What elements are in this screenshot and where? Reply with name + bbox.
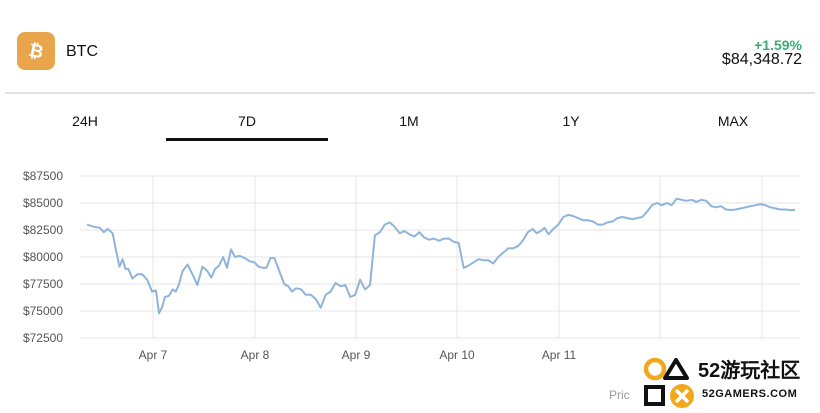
header-divider bbox=[5, 92, 815, 94]
coin-name: BTC bbox=[66, 43, 98, 60]
price-line bbox=[86, 197, 795, 315]
y-axis-ticks: $87500 $85000 $82500 $80000 $77500 $75000 $725… bbox=[23, 169, 63, 345]
price-chart[interactable]: $87500 $85000 $82500 $80000 $77500 $75000 $725… bbox=[0, 150, 820, 365]
watermark-title: 52游玩社区 bbox=[698, 360, 801, 382]
footer-label: Pric bbox=[609, 388, 630, 402]
y-tick-label: $72500 bbox=[23, 331, 63, 345]
svg-text:₿: ₿ bbox=[27, 40, 46, 63]
y-tick-label: $80000 bbox=[23, 250, 63, 264]
bitcoin-icon: ₿ bbox=[17, 32, 55, 70]
x-axis-ticks: Apr 7 Apr 8 Apr 9 Apr 10 Apr 11 bbox=[139, 348, 577, 362]
y-tick-label: $75000 bbox=[23, 304, 63, 318]
chart-grid bbox=[80, 175, 800, 339]
bitcoin-glyph: ₿ bbox=[27, 40, 46, 63]
x-tick-label: Apr 11 bbox=[542, 348, 577, 362]
watermark-subtitle: 52GAMERS.COM bbox=[702, 388, 798, 400]
x-tick-label: Apr 8 bbox=[241, 348, 270, 362]
tab-1y[interactable]: 1Y bbox=[562, 113, 580, 129]
watermark-logo: 52游玩社区 52GAMERS.COM bbox=[640, 350, 820, 413]
tab-1m[interactable]: 1M bbox=[399, 113, 419, 129]
tab-24h[interactable]: 24H bbox=[72, 113, 98, 129]
y-tick-label: $82500 bbox=[23, 223, 63, 237]
price-change-percent: +1.59% bbox=[754, 37, 802, 53]
timeframe-tabs: 24H 7D 1M 1Y MAX bbox=[4, 104, 814, 144]
x-tick-label: Apr 9 bbox=[342, 348, 371, 362]
coin-header: ₿ BTC +1.59% $84,348.72 bbox=[0, 0, 820, 92]
x-tick-label: Apr 10 bbox=[439, 348, 475, 362]
y-tick-label: $77500 bbox=[23, 277, 63, 291]
x-tick-label: Apr 7 bbox=[139, 348, 168, 362]
current-price: $84,348.72 bbox=[721, 51, 802, 68]
watermark-shapes-icon bbox=[643, 357, 694, 408]
y-tick-label: $87500 bbox=[23, 169, 63, 183]
tab-max[interactable]: MAX bbox=[717, 113, 749, 129]
tab-7d[interactable]: 7D bbox=[166, 104, 328, 144]
y-tick-label: $85000 bbox=[23, 196, 63, 210]
